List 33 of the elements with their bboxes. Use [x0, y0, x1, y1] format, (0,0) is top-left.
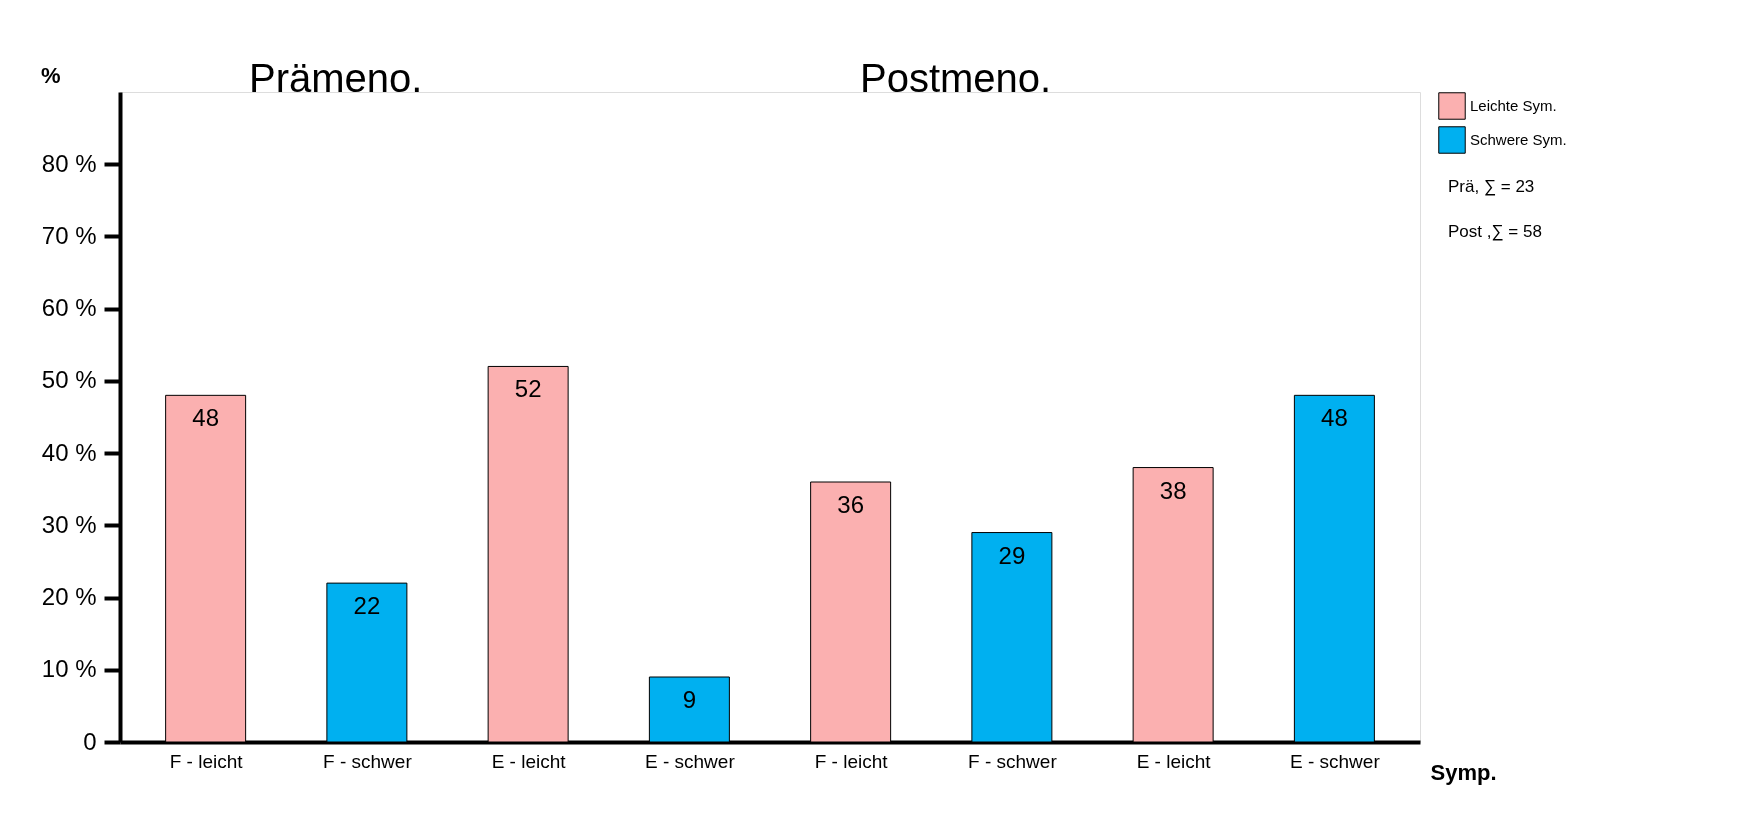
data-label: 48 — [192, 404, 219, 432]
y-tick-label: 80 % — [41, 149, 97, 177]
data-label: 22 — [353, 592, 381, 620]
data-label: 29 — [998, 541, 1026, 569]
x-tick-label: F - schwer — [968, 750, 1058, 772]
data-label: 9 — [682, 686, 697, 713]
y-tick-label: 0 — [83, 727, 97, 755]
x-tick-label: E - schwer — [1290, 750, 1381, 772]
annotation: Prämeno. — [249, 56, 423, 100]
y-tick-label: 60 % — [41, 294, 97, 322]
x-tick-label: E - leicht — [491, 750, 567, 772]
data-label: 52 — [514, 375, 542, 403]
x-tick-label: E - leicht — [1136, 750, 1212, 772]
x-tick-label: E - schwer — [645, 750, 736, 772]
annotation: Postmeno. — [860, 56, 1052, 100]
x-tick-label: F - leicht — [169, 750, 244, 772]
data-label: 38 — [1159, 476, 1187, 504]
data-label: 48 — [1321, 404, 1348, 432]
y-tick-label: 10 % — [41, 655, 97, 683]
x-tick-label: F - leicht — [814, 750, 889, 772]
y-tick-label: 50 % — [41, 366, 97, 394]
text: Prä, ∑ = 23 — [1448, 177, 1535, 196]
y-tick-label: 20 % — [41, 583, 97, 611]
legend-label: Leichte Sym. — [1470, 97, 1557, 114]
x-tick-label: F - schwer — [323, 750, 413, 772]
text: Post ,∑ = 58 — [1448, 222, 1542, 241]
x-axis-title: Symp. — [1430, 759, 1497, 785]
data-label: 36 — [837, 491, 864, 518]
y-tick-label: 40 % — [41, 438, 97, 466]
y-tick-label: 30 % — [41, 510, 97, 538]
y-tick-label: 70 % — [41, 221, 97, 249]
y-axis-title: % — [40, 62, 61, 88]
legend-label: Schwere Sym. — [1470, 131, 1567, 148]
